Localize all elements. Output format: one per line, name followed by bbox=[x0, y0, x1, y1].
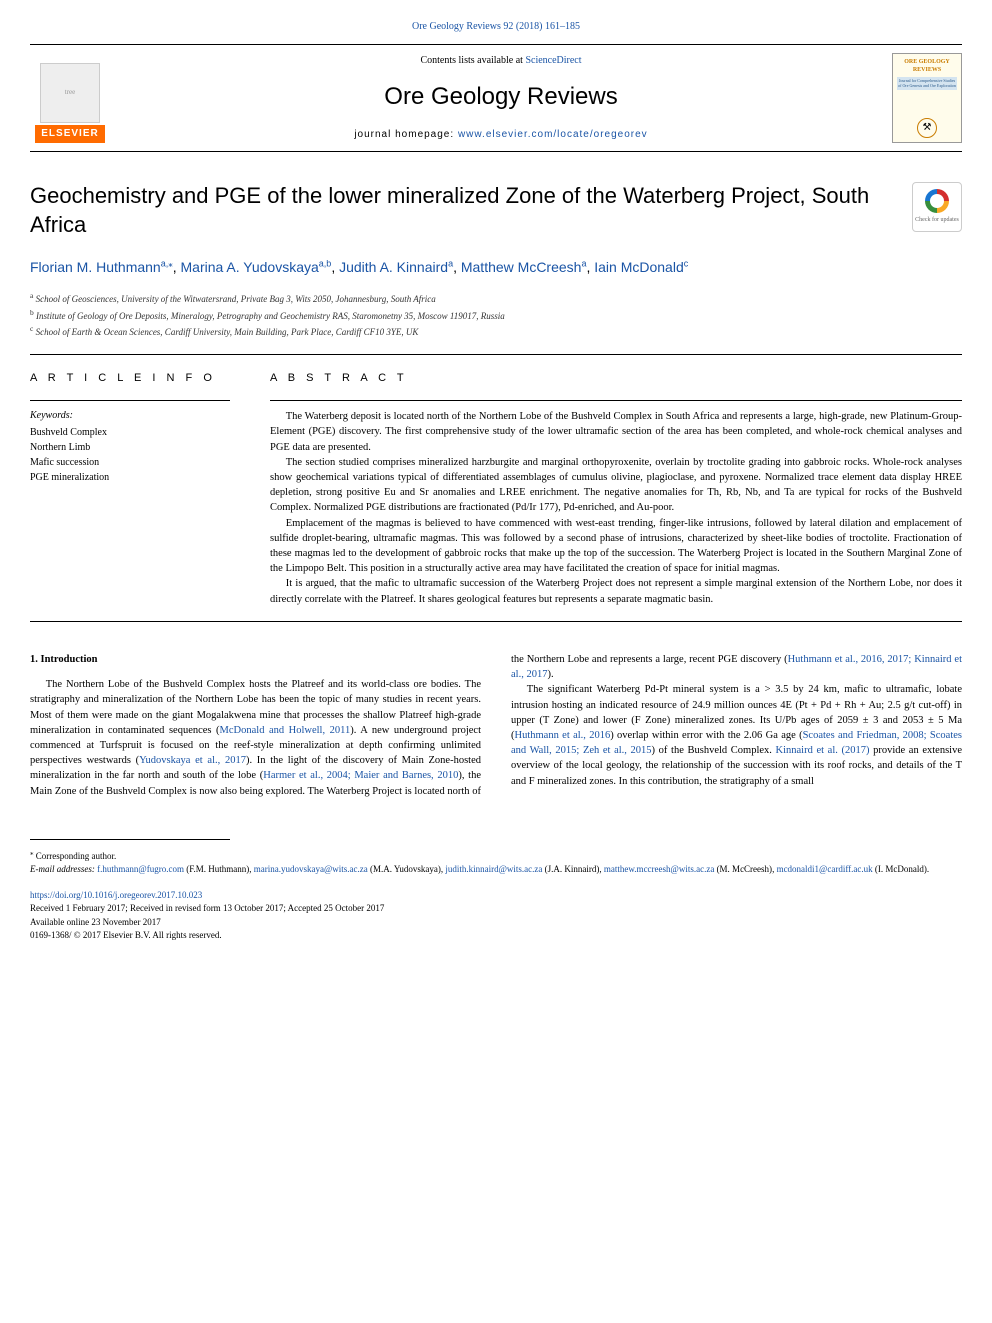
keywords-list: Bushveld Complex Northern Limb Mafic suc… bbox=[30, 425, 230, 485]
cover-title: ORE GEOLOGY REVIEWS bbox=[897, 58, 957, 75]
elsevier-label: ELSEVIER bbox=[35, 125, 104, 143]
divider bbox=[30, 621, 962, 622]
section-heading: 1. Introduction bbox=[30, 652, 481, 667]
abstract-para: The Waterberg deposit is located north o… bbox=[270, 409, 962, 455]
check-updates-label: Check for updates bbox=[915, 216, 959, 224]
affiliation-c: c School of Earth & Ocean Sciences, Card… bbox=[30, 323, 962, 340]
header-center: Contents lists available at ScienceDirec… bbox=[110, 54, 892, 142]
author-link[interactable]: Marina A. Yudovskaya bbox=[181, 259, 319, 275]
homepage-prefix: journal homepage: bbox=[354, 129, 458, 140]
abstract-para: The section studied comprises mineralize… bbox=[270, 455, 962, 516]
abstract-heading: A B S T R A C T bbox=[270, 371, 962, 386]
footnotes: ⁎ Corresponding author. E-mail addresses… bbox=[30, 848, 962, 877]
sciencedirect-link[interactable]: ScienceDirect bbox=[525, 55, 581, 66]
reference-link[interactable]: Yudovskaya et al., 2017 bbox=[139, 755, 246, 766]
email-line: E-mail addresses: f.huthmann@fugro.com (… bbox=[30, 863, 962, 877]
crossmark-icon bbox=[925, 189, 949, 213]
author-link[interactable]: Judith A. Kinnaird bbox=[339, 259, 448, 275]
body-text: ). bbox=[547, 669, 553, 680]
body-para: The significant Waterberg Pd-Pt mineral … bbox=[511, 682, 962, 789]
reference-link[interactable]: McDonald and Holwell, 2011 bbox=[220, 725, 351, 736]
email-link[interactable]: marina.yudovskaya@wits.ac.za bbox=[254, 864, 368, 874]
author-affil-sup: a,b bbox=[319, 259, 332, 269]
abstract-col: A B S T R A C T The Waterberg deposit is… bbox=[270, 371, 962, 607]
title-row: Geochemistry and PGE of the lower minera… bbox=[30, 182, 962, 257]
keyword: Northern Limb bbox=[30, 440, 230, 455]
cover-subtitle: Journal for Comprehensive Studies of Ore… bbox=[897, 77, 957, 90]
available-line: Available online 23 November 2017 bbox=[30, 916, 962, 930]
keyword: Bushveld Complex bbox=[30, 425, 230, 440]
journal-cover-thumbnail: ORE GEOLOGY REVIEWS Journal for Comprehe… bbox=[892, 53, 962, 143]
info-abstract-row: A R T I C L E I N F O Keywords: Bushveld… bbox=[30, 371, 962, 607]
article-info-col: A R T I C L E I N F O Keywords: Bushveld… bbox=[30, 371, 230, 607]
authors-line: Florian M. Huthmanna,⁎, Marina A. Yudovs… bbox=[30, 257, 962, 278]
homepage-link[interactable]: www.elsevier.com/locate/oregeorev bbox=[458, 129, 648, 140]
body-text: ) overlap within error with the 2.06 Ga … bbox=[610, 730, 802, 741]
affiliation-b: b Institute of Geology of Ore Deposits, … bbox=[30, 307, 962, 324]
author-link[interactable]: Iain McDonald bbox=[594, 259, 684, 275]
keyword: PGE mineralization bbox=[30, 470, 230, 485]
homepage-line: journal homepage: www.elsevier.com/locat… bbox=[110, 128, 892, 142]
affiliation-a: a School of Geosciences, University of t… bbox=[30, 290, 962, 307]
copyright-line: 0169-1368/ © 2017 Elsevier B.V. All righ… bbox=[30, 929, 962, 943]
email-link[interactable]: mcdonaldi1@cardiff.ac.uk bbox=[777, 864, 873, 874]
author-link[interactable]: Florian M. Huthmann bbox=[30, 259, 161, 275]
email-link[interactable]: judith.kinnaird@wits.ac.za bbox=[445, 864, 542, 874]
email-link[interactable]: matthew.mccreesh@wits.ac.za bbox=[604, 864, 714, 874]
reference-link[interactable]: Harmer et al., 2004; Maier and Barnes, 2… bbox=[263, 770, 458, 781]
body-columns: 1. Introduction The Northern Lobe of the… bbox=[30, 652, 962, 799]
abstract-para: Emplacement of the magmas is believed to… bbox=[270, 516, 962, 577]
info-divider bbox=[30, 400, 230, 401]
elsevier-tree-icon: tree bbox=[40, 63, 100, 123]
affiliations: a School of Geosciences, University of t… bbox=[30, 290, 962, 340]
journal-name: Ore Geology Reviews bbox=[110, 80, 892, 114]
email-label: E-mail addresses: bbox=[30, 864, 95, 874]
contents-line: Contents lists available at ScienceDirec… bbox=[110, 54, 892, 68]
abstract-para: It is argued, that the mafic to ultramaf… bbox=[270, 576, 962, 606]
article-info-heading: A R T I C L E I N F O bbox=[30, 371, 230, 386]
divider bbox=[30, 354, 962, 355]
article-title: Geochemistry and PGE of the lower minera… bbox=[30, 182, 892, 239]
elsevier-logo: tree ELSEVIER bbox=[30, 53, 110, 143]
keyword: Mafic succession bbox=[30, 455, 230, 470]
abstract-text: The Waterberg deposit is located north o… bbox=[270, 409, 962, 607]
cover-hammers-icon: ⚒ bbox=[917, 118, 937, 138]
email-who: (M.A. Yudovskaya) bbox=[370, 864, 441, 874]
author-link[interactable]: Matthew McCreesh bbox=[461, 259, 582, 275]
reference-link[interactable]: Kinnaird et al. (2017) bbox=[776, 745, 870, 756]
received-line: Received 1 February 2017; Received in re… bbox=[30, 902, 962, 916]
author-affil-sup: a bbox=[448, 259, 453, 269]
affiliation-text: School of Geosciences, University of the… bbox=[36, 294, 436, 304]
citation-link[interactable]: Ore Geology Reviews 92 (2018) 161–185 bbox=[412, 21, 580, 32]
journal-header: tree ELSEVIER Contents lists available a… bbox=[30, 44, 962, 152]
affiliation-text: Institute of Geology of Ore Deposits, Mi… bbox=[36, 311, 505, 321]
email-who: (I. McDonald) bbox=[875, 864, 927, 874]
email-who: (J.A. Kinnaird) bbox=[545, 864, 600, 874]
affiliation-text: School of Earth & Ocean Sciences, Cardif… bbox=[36, 327, 419, 337]
check-updates-badge[interactable]: Check for updates bbox=[912, 182, 962, 232]
top-citation: Ore Geology Reviews 92 (2018) 161–185 bbox=[30, 20, 962, 34]
email-who: (F.M. Huthmann) bbox=[186, 864, 249, 874]
footnote-divider bbox=[30, 839, 230, 840]
author-affil-sup: c bbox=[684, 259, 689, 269]
body-text: ) of the Bushveld Complex. bbox=[652, 745, 776, 756]
corresponding-label: Corresponding author. bbox=[36, 851, 117, 861]
contents-prefix: Contents lists available at bbox=[420, 55, 525, 66]
corresponding-note: ⁎ Corresponding author. bbox=[30, 848, 962, 864]
email-link[interactable]: f.huthmann@fugro.com bbox=[97, 864, 184, 874]
doi-link[interactable]: https://doi.org/10.1016/j.oregeorev.2017… bbox=[30, 890, 202, 900]
corresponding-star: ⁎ bbox=[168, 259, 173, 269]
doi-block: https://doi.org/10.1016/j.oregeorev.2017… bbox=[30, 889, 962, 943]
email-who: (M. McCreesh) bbox=[717, 864, 773, 874]
author-affil-sup: a bbox=[581, 259, 586, 269]
abstract-divider bbox=[270, 400, 962, 401]
keywords-label: Keywords: bbox=[30, 409, 230, 423]
reference-link[interactable]: Huthmann et al., 2016 bbox=[515, 730, 611, 741]
